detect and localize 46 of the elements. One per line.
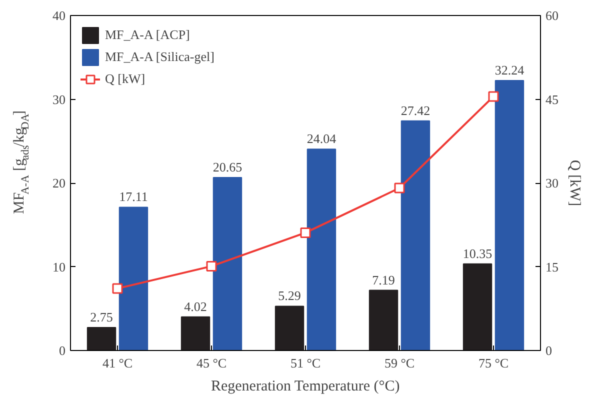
y2-tick-label: 60 — [546, 8, 558, 23]
point — [206, 260, 217, 272]
bar — [86, 326, 116, 350]
bar — [180, 316, 210, 350]
y-axis-title: MFA-A [gads/kgDA] — [12, 110, 32, 214]
point — [488, 91, 499, 102]
legend-label: MF_A-A [Silica-gel] — [105, 49, 214, 65]
bar — [494, 80, 524, 350]
data-label: 20.65 — [212, 160, 242, 175]
data-label: 27.42 — [400, 102, 430, 118]
data-label: 24.04 — [306, 131, 337, 146]
legend-label: Q [kW] — [105, 71, 146, 87]
data-label: 32.24 — [494, 62, 525, 78]
bar — [118, 206, 148, 350]
x-tick-label: 75 °C — [478, 356, 509, 370]
y-tick-label: 10 — [52, 259, 66, 274]
bar — [274, 306, 304, 350]
bar — [306, 148, 336, 350]
x-tick-label: 51 °C — [290, 356, 321, 370]
bar — [368, 290, 398, 350]
x-tick-label: 45 °C — [196, 356, 227, 370]
data-label: 2.75 — [90, 309, 113, 324]
data-label: 17.11 — [119, 189, 148, 204]
y2-tick-label: 45 — [546, 92, 558, 107]
y2-tick-label: 30 — [546, 176, 558, 190]
y-tick-label: 0 — [59, 343, 66, 358]
bar — [462, 263, 492, 350]
data-label: 5.29 — [278, 288, 301, 304]
bar — [212, 177, 242, 350]
x-axis-title: Regeneration Temperature (°C) — [210, 378, 400, 394]
y-tick-label: 40 — [52, 8, 66, 23]
data-label: 10.35 — [462, 246, 492, 261]
x-tick-label: 41 °C — [102, 356, 133, 370]
bar — [400, 120, 430, 350]
y-tick-label: 20 — [52, 176, 66, 190]
data-label: 7.19 — [372, 272, 395, 288]
legend-label: MF_A-A [ACP] — [105, 27, 190, 43]
point — [300, 227, 311, 238]
y2-tick-label: 15 — [546, 259, 558, 274]
y2-tick-label: 0 — [546, 343, 552, 358]
point — [394, 182, 405, 194]
point — [112, 283, 123, 294]
x-tick-label: 59 °C — [384, 356, 415, 370]
y2-axis-title: Q [kW] — [566, 160, 582, 206]
data-label: 4.02 — [184, 298, 207, 314]
y-tick-label: 30 — [52, 92, 66, 107]
